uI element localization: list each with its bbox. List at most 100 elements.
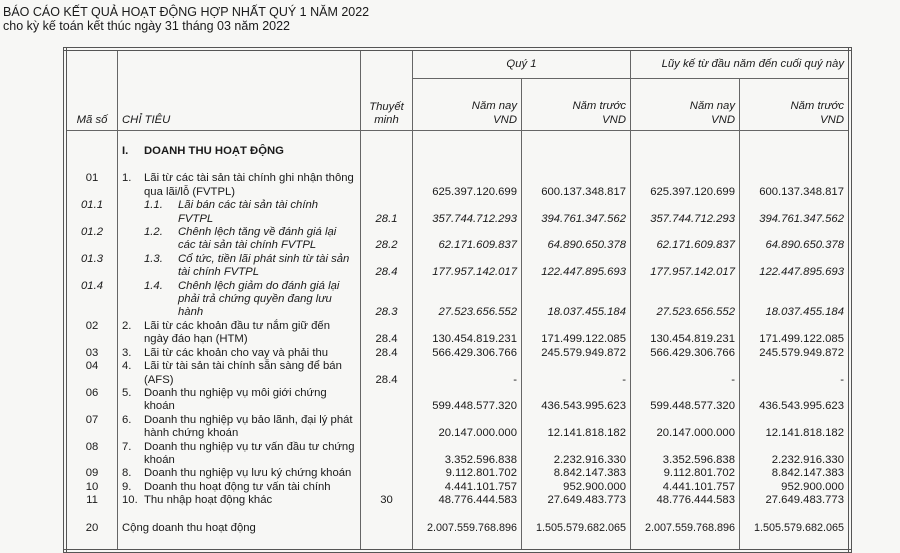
row-num: 10. (122, 494, 138, 507)
row-num: 7. (122, 440, 132, 453)
row-code: 04 (85, 360, 99, 373)
row-value: 4.441.101.757 (412, 480, 522, 495)
row-value: 122.447.895.693 (739, 252, 850, 280)
row-value: 27.649.483.773 (521, 494, 631, 508)
row-value: 177.957.142.017 (412, 252, 522, 280)
row-note: 30 (360, 494, 413, 508)
row-num: 1.1. (144, 199, 163, 212)
row-label: Doanh thu hoạt động tư vấn tài chính (144, 480, 331, 493)
col-unit: VND (820, 113, 844, 126)
table-row: 11 10. Thu nhập hoạt động khác 30 48.776.… (65, 494, 850, 508)
row-value: 27.523.656.552 (412, 279, 522, 320)
row-value: 48.776.444.583 (630, 494, 740, 508)
col-label: Năm trước (572, 100, 626, 113)
table-row: 01 1. Lãi từ các tài sản tài chính ghi nh… (65, 172, 850, 200)
table-row: 04 4. Lãi từ tài sản tài chính sẵn sàng đ… (65, 360, 850, 387)
total-value: 1.505.579.682.065 (521, 521, 631, 535)
row-value: 566.429.306.766 (630, 346, 740, 361)
row-label: Doanh thu nghiệp vụ môi giới chứng khoán (144, 386, 327, 413)
row-code: 11 (86, 494, 98, 507)
row-num: 1. (122, 172, 132, 185)
row-value: 600.137.348.817 (521, 172, 631, 200)
row-value: 12.141.818.182 (739, 413, 850, 441)
row-label: Lãi từ các tài sản tài chính ghi nhận th… (144, 172, 354, 198)
row-value: - (630, 360, 740, 387)
row-label: Lãi bán các tài sản tài chính FVTPL (178, 199, 319, 225)
col-label: Năm nay (689, 100, 735, 113)
row-num: 6. (122, 413, 132, 426)
row-code: 01 (85, 172, 99, 185)
table-row: 06 5. Doanh thu nghiệp vụ môi giới chứng … (65, 386, 850, 414)
report-title-block: BÁO CÁO KẾT QUẢ HOẠT ĐỘNG HỢP NHẤT QUÝ 1… (3, 5, 369, 33)
row-note: 28.4 (360, 319, 413, 347)
row-value: 122.447.895.693 (521, 252, 631, 280)
row-note: 28.4 (360, 360, 413, 387)
header-col-2: Năm nay VND (630, 78, 740, 131)
row-value: 952.900.000 (521, 480, 631, 495)
section-row: I. DOANH THU HOẠT ĐỘNG (65, 145, 850, 159)
row-value: 599.448.577.320 (412, 386, 522, 414)
table-row: 01.3 1.3. Cổ tức, tiền lãi phát sinh từ t… (65, 252, 850, 280)
report-title: BÁO CÁO KẾT QUẢ HOẠT ĐỘNG HỢP NHẤT QUÝ 1… (3, 5, 370, 19)
total-label: Cộng doanh thu hoạt động (117, 521, 361, 535)
row-label: Lãi từ tài sản tài chính sẵn sàng để bán… (144, 360, 342, 386)
row-note: 28.3 (360, 279, 413, 320)
row-code: 06 (85, 386, 99, 399)
row-value: 952.900.000 (739, 480, 850, 495)
report-subtitle: cho kỳ kế toán kết thúc ngày 31 tháng 03… (3, 19, 291, 33)
row-value: 245.579.949.872 (521, 346, 631, 361)
table-row: 10 9. Doanh thu hoạt động tư vấn tài chín… (65, 480, 850, 495)
row-num: 8. (122, 467, 132, 480)
row-note (360, 172, 413, 200)
row-value: 2.232.916.330 (521, 440, 631, 468)
header-ytd: Lũy kế từ đầu năm đến cuối quý này (630, 49, 850, 79)
row-label: Chênh lệch giảm do đánh giá lại phải trả… (178, 279, 340, 319)
row-value: 599.448.577.320 (630, 386, 740, 414)
row-code: 01.3 (81, 252, 103, 265)
row-value: 9.112.801.702 (412, 467, 522, 481)
header-code: Mã số (65, 49, 118, 131)
row-code: 07 (85, 413, 99, 426)
row-note (360, 480, 413, 495)
row-value: 171.499.122.085 (739, 319, 850, 347)
col-unit: VND (493, 113, 517, 126)
header-col-1: Năm trước VND (521, 78, 631, 131)
row-label: Doanh thu nghiệp vụ tư vấn đầu tư chứng … (144, 440, 355, 466)
row-value: 625.397.120.699 (412, 172, 522, 200)
row-value: - (739, 360, 850, 387)
row-value: 9.112.801.702 (630, 467, 740, 481)
row-value: 566.429.306.766 (412, 346, 522, 361)
row-num: 1.4. (144, 279, 163, 292)
table-row: 02 2. Lãi từ các khoản đầu tư nắm giữ đến… (65, 319, 850, 347)
row-code: 09 (85, 467, 99, 480)
header-col-0: Năm nay VND (412, 78, 522, 131)
row-value: 48.776.444.583 (412, 494, 522, 508)
row-num: 3. (122, 346, 132, 359)
row-value: 27.523.656.552 (630, 279, 740, 320)
section-num: I. (122, 145, 129, 157)
row-value: 130.454.819.231 (630, 319, 740, 347)
row-code: 01.4 (81, 279, 103, 292)
row-value: 20.147.000.000 (412, 413, 522, 441)
header-note: Thuyết minh (360, 49, 413, 131)
row-note (360, 467, 413, 481)
row-label: Chênh lệch tăng về đánh giá lại các tài … (178, 226, 337, 252)
row-value: - (412, 360, 522, 387)
col-unit: VND (711, 113, 735, 126)
row-code: 03 (85, 346, 99, 359)
row-value: 171.499.122.085 (521, 319, 631, 347)
row-value: 20.147.000.000 (630, 413, 740, 441)
header-col-3: Năm trước VND (739, 78, 850, 131)
row-value: 600.137.348.817 (739, 172, 850, 200)
row-label: Doanh thu nghiệp vụ lưu ký chứng khoán (144, 467, 352, 480)
row-num: 1.2. (144, 226, 163, 239)
section-label: DOANH THU HOẠT ĐỘNG (144, 145, 284, 157)
row-num: 2. (122, 319, 132, 332)
row-value: 3.352.596.838 (630, 440, 740, 468)
table-row: 01.2 1.2. Chênh lệch tăng về đánh giá lại… (65, 226, 850, 253)
table-row: 09 8. Doanh thu nghiệp vụ lưu ký chứng kh… (65, 467, 850, 481)
total-value: 1.505.579.682.065 (739, 521, 850, 535)
row-value: 62.171.609.837 (412, 226, 522, 253)
col-label: Năm trước (790, 100, 844, 113)
header-item: CHỈ TIÊU (117, 49, 361, 131)
